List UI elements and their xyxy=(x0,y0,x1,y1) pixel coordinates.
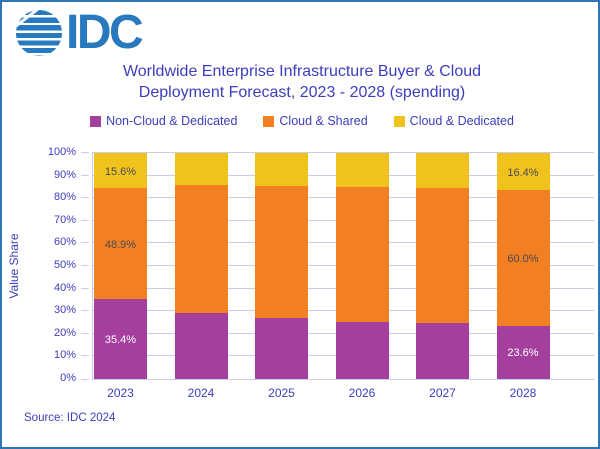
y-tick-label: 90% xyxy=(53,168,76,181)
data-label: 15.6% xyxy=(104,165,137,178)
bar-segment xyxy=(416,188,469,324)
plot-area: 35.4% 48.9% 15.6% 23.6% 60.0% 16.4% xyxy=(92,152,594,380)
bar-segment xyxy=(335,153,389,187)
y-tick-mark xyxy=(81,152,89,153)
legend-swatch-icon xyxy=(263,115,275,127)
y-tick-label: 20% xyxy=(53,326,76,339)
bar-2028: 23.6% 60.0% 16.4% xyxy=(496,153,550,379)
data-label: 16.4% xyxy=(507,166,539,179)
gridline xyxy=(92,379,594,380)
data-label: 48.9% xyxy=(104,238,137,251)
y-tick-label: 100% xyxy=(47,146,76,158)
y-tick-mark xyxy=(81,174,89,176)
chart-title: Worldwide Enterprise Infrastructure Buye… xyxy=(2,61,598,103)
idc-globe-icon xyxy=(16,10,62,56)
x-tick-label: 2023 xyxy=(107,386,134,400)
bar-segment xyxy=(255,186,308,319)
legend-label: Cloud & Shared xyxy=(279,114,368,128)
y-tick-label: 80% xyxy=(53,191,76,204)
bar-segment xyxy=(335,321,389,379)
bar-segment xyxy=(255,318,308,379)
bar-segment xyxy=(94,298,147,379)
idc-logo-text: IDC xyxy=(66,6,144,59)
y-tick-label: 30% xyxy=(53,304,76,317)
bar-segment xyxy=(496,325,550,379)
data-label: 35.4% xyxy=(104,333,137,346)
chart-legend: Non-Cloud & Dedicated Cloud & Shared Cloud… xyxy=(2,114,598,128)
y-axis-title: Value Share xyxy=(7,233,21,299)
y-tick-mark xyxy=(81,197,89,199)
y-tick-label: 60% xyxy=(53,236,76,249)
bar-segment xyxy=(174,313,228,379)
legend-item: Non-Cloud & Dedicated xyxy=(90,114,237,128)
x-tick-label: 2026 xyxy=(348,386,376,400)
bar-segment xyxy=(94,188,147,299)
y-tick-mark xyxy=(81,332,89,334)
x-tick-label: 2028 xyxy=(509,386,537,400)
y-tick-mark xyxy=(81,219,89,221)
legend-label: Non-Cloud & Dedicated xyxy=(106,114,238,128)
bar-segment xyxy=(94,153,147,189)
y-tick-label: 70% xyxy=(53,213,76,226)
gridline xyxy=(92,152,594,153)
bar-segment xyxy=(255,153,308,186)
bar-segment xyxy=(416,323,469,379)
bar-segment xyxy=(335,186,389,322)
y-tick-label: 0% xyxy=(60,372,76,384)
bar-segment xyxy=(416,153,469,189)
y-tick-mark xyxy=(81,379,89,380)
y-tick-mark xyxy=(81,310,89,312)
data-label: 60.0% xyxy=(507,252,539,265)
bar-2025 xyxy=(255,153,308,379)
legend-item: Cloud & Shared xyxy=(263,114,368,128)
x-tick-label: 2024 xyxy=(187,386,215,400)
bar-segment xyxy=(174,184,228,314)
x-tick-label: 2025 xyxy=(268,386,295,400)
y-tick-mark xyxy=(81,355,89,357)
idc-logo: IDC xyxy=(16,6,144,59)
y-tick-mark xyxy=(81,265,89,266)
y-tick-label: 40% xyxy=(53,281,76,294)
bar-segment xyxy=(496,153,550,191)
chart-title-line1: Worldwide Enterprise Infrastructure Buye… xyxy=(122,63,482,80)
y-tick-label: 50% xyxy=(53,259,76,271)
legend-swatch-icon xyxy=(90,115,102,127)
y-tick-label: 10% xyxy=(53,349,76,362)
y-tick-mark xyxy=(81,242,89,244)
y-axis-line xyxy=(92,153,93,379)
source-note: Source: IDC 2024 xyxy=(24,412,116,424)
bar-2024 xyxy=(174,153,228,379)
legend-swatch-icon xyxy=(393,115,405,127)
bar-2023: 35.4% 48.9% 15.6% xyxy=(94,153,147,379)
legend-item: Cloud & Dedicated xyxy=(393,114,514,128)
legend-label: Cloud & Dedicated xyxy=(409,114,514,128)
bar-segment xyxy=(174,153,228,185)
data-label: 23.6% xyxy=(507,347,539,360)
bar-2027 xyxy=(416,153,469,379)
x-tick-label: 2027 xyxy=(429,386,456,400)
bar-segment xyxy=(496,190,550,326)
y-tick-mark xyxy=(81,287,89,289)
bar-2026 xyxy=(335,153,389,379)
chart-title-line2: Deployment Forecast, 2023 - 2028 (spendi… xyxy=(138,84,466,101)
